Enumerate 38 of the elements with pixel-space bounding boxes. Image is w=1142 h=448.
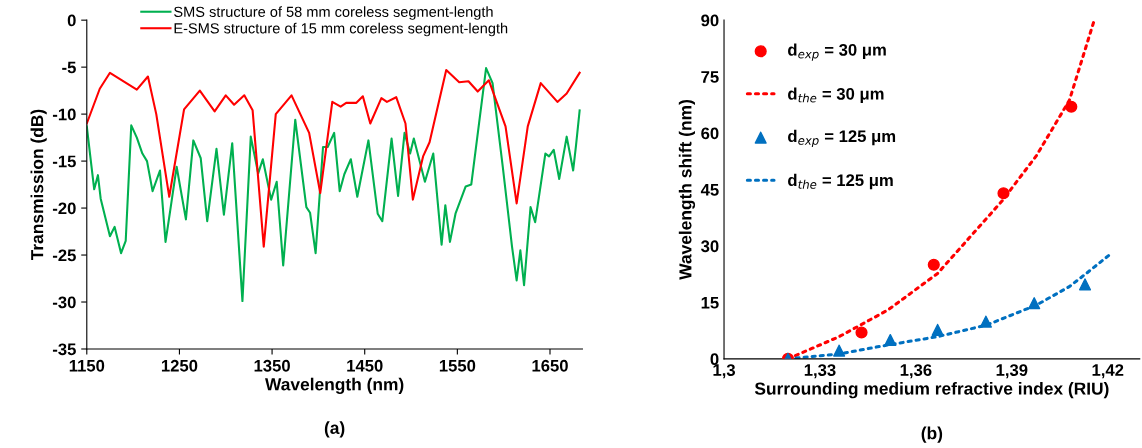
y-tick-label: -15 [52, 155, 76, 168]
y-tick-label: -35 [52, 343, 76, 356]
y-tick-label: 60 [701, 127, 719, 140]
x-tick-label: 1,3 [713, 364, 736, 379]
y-tick-label: 30 [701, 240, 719, 253]
y-tick-label: -25 [52, 249, 76, 262]
y-tick-label: -5 [62, 61, 76, 74]
legend-label: E-SMS structure of 15 mm coreless segment-length [174, 22, 508, 37]
x-tick-label: 1350 [254, 359, 290, 372]
text: (b) [921, 426, 943, 443]
legend-label: d$_{exp}$ = 30 μm [788, 43, 886, 61]
legend-label: d$_{exp}$ = 125 μm [788, 129, 896, 148]
y-axis-title: Wavelength shift (nm) [678, 100, 696, 280]
y-tick-label: -10 [52, 108, 76, 121]
y-tick-label: -30 [52, 296, 76, 309]
y-tick-label: 90 [701, 14, 719, 27]
x-tick-label: 1250 [161, 359, 198, 372]
legend-label: d$_{the}$ = 30 μm [788, 87, 884, 103]
x-tick-label: 1450 [347, 359, 383, 372]
x-tick-label: 1650 [532, 359, 568, 372]
y-tick-label: 15 [701, 296, 719, 309]
legend-label: d$_{the}$ = 125 μm [788, 173, 893, 190]
legend-label: SMS structure of 58 mm coreless segment-length [174, 6, 493, 20]
y-tick-label: 0 [67, 14, 76, 27]
x-tick-label: 1,36 [900, 364, 932, 379]
x-axis-title: Surrounding medium refractive index (RIU) [754, 382, 1109, 399]
y-tick-label: 0 [710, 353, 719, 366]
y-tick-label: 45 [700, 184, 719, 196]
x-tick-label: 1,33 [804, 364, 836, 379]
y-axis-title: Transmission (dB) [30, 109, 47, 261]
x-axis-title: Wavelength (nm) [265, 377, 404, 394]
x-tick-label: 1,42 [1092, 364, 1124, 379]
x-tick-label: 1550 [439, 359, 476, 372]
x-tick-label: 1,39 [996, 364, 1028, 379]
y-tick-label: -20 [52, 202, 76, 215]
y-tick-label: 75 [701, 71, 719, 83]
text: (a) [324, 421, 345, 438]
x-tick-label: 1150 [69, 359, 105, 372]
